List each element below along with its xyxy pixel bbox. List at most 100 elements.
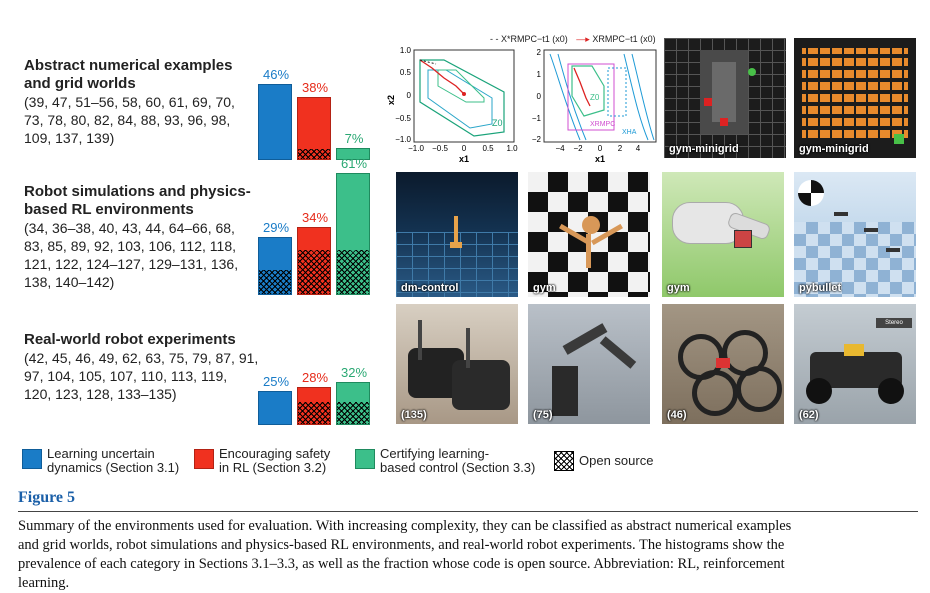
thumbnail-label: gym	[667, 282, 690, 294]
thumbnail-gym-hand: gym	[662, 172, 784, 297]
plot-2-zlabel: Z0	[590, 93, 600, 102]
plot-2-xtick: 4	[636, 144, 641, 153]
thumbnail-label: (62)	[799, 409, 819, 421]
open-source-hatch	[259, 270, 291, 294]
open-source-hatch	[298, 149, 330, 159]
legend-certifying-learning: Certifying learning-based control (Secti…	[380, 446, 536, 475]
open-source-hatch	[298, 402, 330, 424]
plot-1-xtick: −1.0	[408, 144, 424, 153]
thumbnail-label: gym	[533, 282, 556, 294]
histogram-bar	[297, 387, 331, 425]
plot-1-ylabel: x2	[386, 95, 396, 105]
figure-label: Figure 5	[18, 489, 76, 506]
plot-2-ytick: −2	[532, 135, 542, 144]
plot-2-xtick: 2	[618, 144, 623, 153]
histogram-pct-label: 34%	[301, 210, 329, 225]
thumbnail-gym-ant: gym	[528, 172, 650, 297]
open-source-hatch	[337, 402, 369, 424]
histogram-bar	[258, 237, 292, 295]
legend-swatch-red	[194, 449, 214, 469]
plot-1-xtick: 0	[462, 144, 467, 153]
plot-2-ytick: −1	[532, 114, 542, 123]
caption-rule	[18, 511, 918, 512]
plot-1-ytick: 1.0	[400, 46, 412, 55]
plot-legend-b: XRMPC−t1 (x0)	[592, 34, 656, 44]
plot-1-ytick: −1.0	[395, 135, 411, 144]
thumbnail-label: (135)	[401, 409, 427, 421]
section-2-title: Robot simulations and physics- based RL …	[24, 183, 251, 218]
histogram-abstract: 46% 38% 7%	[258, 40, 378, 160]
histogram-pct-label: 28%	[301, 370, 329, 385]
plot-2-svg: Z0 XRMPC XHA 2 1 0 −1 −2 −4 −2 0 2 4 x1	[532, 48, 657, 164]
thumbnail-dm-control: dm-control	[396, 172, 518, 297]
histogram-pct-label: 29%	[262, 220, 290, 235]
thumbnail-minigrid-2: gym-minigrid	[794, 38, 916, 158]
thumbnail-robot-arm: (75)	[528, 304, 650, 424]
histogram-bar	[297, 227, 331, 295]
plot-legend: - - X*RMPC−t1 (x0) —▸ XRMPC−t1 (x0)	[490, 34, 656, 45]
plot-legend-a: X*RMPC−t1 (x0)	[501, 34, 568, 44]
plot-2-rmpc-label: XRMPC	[590, 121, 615, 128]
histogram-pct-label: 25%	[262, 374, 290, 389]
legend-encouraging-safety: Encouraging safety in RL (Section 3.2)	[219, 446, 331, 475]
plot-1-ytick: −0.5	[395, 114, 411, 123]
stereo-camera-label: Stereo Camera	[876, 318, 912, 328]
histogram-pct-label: 32%	[340, 365, 368, 380]
thumbnail-rc-car: Stereo Camera (62)	[794, 304, 916, 424]
plot-2-xlabel: x1	[595, 154, 605, 164]
thumbnail-minigrid-1: gym-minigrid	[664, 38, 786, 158]
thumbnail-label: dm-control	[401, 282, 459, 294]
histogram-pct-label: 7%	[344, 131, 364, 146]
histogram-pct-label: 38%	[301, 80, 329, 95]
histogram-pct-label: 46%	[262, 67, 290, 82]
histogram-pct-label: 61%	[340, 156, 368, 171]
plot-1-svg: Z0 1.0 0.5 0 −0.5 −1.0 −1.0 −0.5 0 0.5 1…	[386, 46, 518, 164]
thumbnail-label: (75)	[533, 409, 553, 421]
thumbnail-label: gym-minigrid	[799, 143, 869, 155]
legend-swatch-blue	[22, 449, 42, 469]
section-3-refs: (42, 45, 46, 49, 62, 63, 75, 79, 87, 91,…	[24, 350, 259, 402]
histogram-bar	[336, 173, 370, 295]
section-3-title: Real-world robot experiments	[24, 331, 236, 348]
plot-2-ytick: 2	[537, 48, 542, 57]
plot-1-zlabel: Z0	[492, 118, 503, 128]
plot-2-ha-label: XHA	[622, 129, 637, 136]
histogram-bar	[336, 148, 370, 160]
plot-2-xtick: −2	[573, 144, 583, 153]
legend-swatch-open-source	[554, 451, 574, 471]
plot-2-ytick: 0	[537, 92, 542, 101]
section-1-title: Abstract numerical examples and grid wor…	[24, 57, 233, 92]
histogram-real-world: 25% 28% 32%	[258, 350, 378, 425]
figure-caption: Summary of the environments used for eva…	[18, 518, 792, 591]
section-2-refs: (34, 36–38, 40, 43, 44, 64–66, 68, 83, 8…	[24, 220, 239, 290]
plot-2-xtick: −4	[555, 144, 565, 153]
open-source-hatch	[337, 250, 369, 294]
plot-1-xtick: 0.5	[482, 144, 494, 153]
legend-red-marker: —▸	[576, 34, 593, 44]
plot-1-xlabel: x1	[459, 154, 469, 164]
plot-1-ytick: 0.5	[400, 68, 412, 77]
thumbnail-label: pybullet	[799, 282, 842, 294]
histogram-simulation: 29% 34% 61%	[258, 156, 378, 295]
legend-dash-marker: - -	[490, 34, 501, 44]
legend-swatch-green	[355, 449, 375, 469]
plot-2: Z0 XRMPC XHA 2 1 0 −1 −2 −4 −2 0 2 4 x1	[528, 46, 662, 166]
plot-2-xtick: 0	[598, 144, 603, 153]
legend-open-source: Open source	[579, 453, 654, 468]
thumbnail-label: gym-minigrid	[669, 143, 739, 155]
section-1-refs: (39, 47, 51–56, 58, 60, 61, 69, 70, 73, …	[24, 94, 235, 146]
plot-1-xtick: −0.5	[432, 144, 448, 153]
histogram-bar	[297, 97, 331, 160]
plot-1-xtick: 1.0	[506, 144, 518, 153]
plot-1-ytick: 0	[407, 91, 412, 100]
legend-learning-uncertain: Learning uncertain dynamics (Section 3.1)	[47, 446, 180, 475]
plot-2-ytick: 1	[537, 70, 542, 79]
thumbnail-label: (46)	[667, 409, 687, 421]
thumbnail-turtlebot: (135)	[396, 304, 518, 424]
open-source-hatch	[298, 250, 330, 294]
thumbnail-pybullet: pybullet	[794, 172, 916, 297]
histogram-bar	[258, 391, 292, 425]
histogram-bar	[336, 382, 370, 425]
thumbnail-quadrotor: (46)	[662, 304, 784, 424]
plot-1: Z0 1.0 0.5 0 −0.5 −1.0 −1.0 −0.5 0 0.5 1…	[380, 40, 526, 165]
